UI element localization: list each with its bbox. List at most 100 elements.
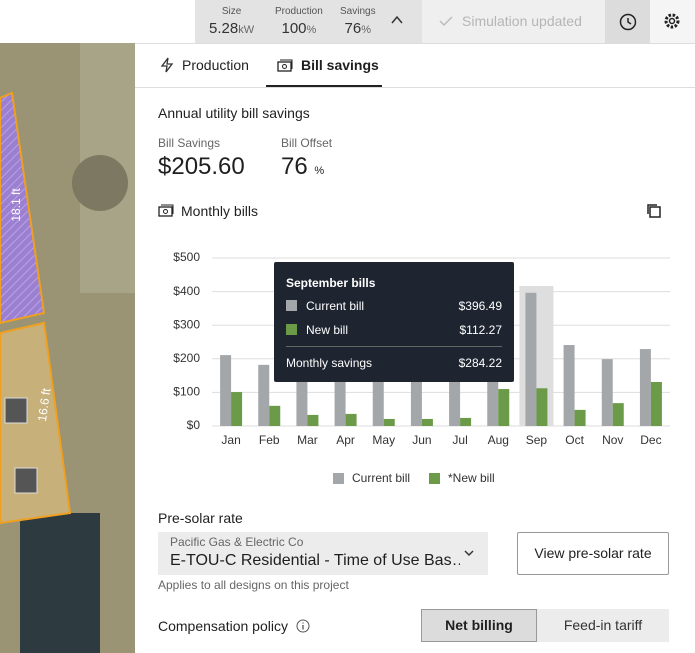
bar: [383, 418, 395, 426]
utility: Pacific Gas & Electric Co: [170, 535, 304, 549]
x-tick-label: Aug: [488, 433, 509, 447]
metric-label: Bill Savings: [158, 136, 221, 150]
map: 18.1 ft 16.6 ft: [0, 43, 135, 653]
bar: [563, 345, 575, 426]
compensation-label: Compensation policy: [158, 618, 288, 634]
clock-icon: [619, 13, 637, 31]
bar: [269, 405, 281, 426]
map-dimension: 16.6 ft: [35, 387, 54, 423]
bar: [536, 388, 548, 426]
info-icon[interactable]: [296, 619, 310, 633]
y-tick-label: $100: [173, 385, 200, 399]
x-tick-label: Jan: [221, 433, 240, 447]
metric-value: 76: [281, 153, 308, 180]
settings-button[interactable]: [650, 0, 695, 43]
option-active[interactable]: Net billing: [421, 609, 537, 642]
rate-note: Applies to all designs on this project: [158, 578, 349, 592]
bar: [231, 392, 243, 426]
plan: E-TOU-C Residential - Time of Use Bas…: [170, 552, 460, 569]
bar: [334, 345, 346, 426]
bar: [525, 292, 537, 426]
bar: [345, 413, 357, 426]
bar: [601, 359, 613, 426]
chart-title: Monthly bills: [181, 203, 259, 219]
stat: Size 5.28kW: [209, 6, 254, 37]
bar: [460, 417, 472, 426]
stat-value: 5.28: [209, 20, 239, 37]
tooltip-value: $112.27: [459, 323, 503, 337]
legend-swatch: [333, 473, 344, 484]
stat-label: Production: [275, 6, 323, 17]
tooltip-value: $396.49: [458, 299, 502, 313]
stat-unit: %: [361, 24, 372, 36]
legend-swatch: [429, 473, 440, 484]
chevron-up: [391, 15, 403, 24]
bar: [498, 389, 510, 426]
bar: [372, 342, 384, 426]
section-title: Annual utility bill savings: [158, 105, 310, 121]
status-button[interactable]: Simulation updated: [422, 0, 605, 43]
stat-label: Size: [221, 6, 242, 17]
x-tick-label: Nov: [602, 433, 623, 447]
bar: [421, 418, 433, 426]
stat-unit: %: [306, 24, 317, 36]
bar: [296, 348, 308, 426]
stat-value: 76: [344, 20, 362, 37]
y-tick-label: $200: [173, 351, 200, 365]
x-tick-label: Jul: [452, 433, 467, 447]
check-icon: [439, 16, 453, 27]
bolt-icon: [160, 57, 174, 73]
stat: Savings 76%: [340, 6, 376, 37]
tooltip: September bills Current bill $396.49 New…: [274, 262, 514, 382]
map-dimension: 18.1 ft: [9, 188, 23, 222]
tab-active[interactable]: Bill savings: [301, 57, 379, 73]
x-tick-label: Apr: [336, 433, 355, 447]
bar: [650, 381, 662, 426]
stat-value: 100: [281, 20, 307, 37]
x-tick-label: May: [372, 433, 395, 447]
metric-unit: %: [314, 165, 325, 177]
history-button[interactable]: [605, 0, 650, 43]
metric: 76 %: [281, 153, 324, 181]
tooltip-total-name: Monthly savings: [286, 356, 373, 370]
x-tick-label: Dec: [640, 433, 661, 447]
view-rate-button[interactable]: View pre-solar rate: [517, 532, 669, 575]
copy-button[interactable]: [646, 203, 662, 219]
tooltip-total-value: $284.22: [458, 356, 502, 370]
y-tick-label: $500: [173, 250, 200, 264]
x-tick-label: Feb: [259, 433, 280, 447]
bar: [258, 364, 270, 426]
chart: $0 $100 $200 $300 $400 $500 Jan Feb Mar Apr May Jun…: [173, 250, 670, 485]
tooltip-name: Current bill: [306, 299, 365, 313]
stat-label: Savings: [340, 6, 376, 17]
tooltip-name: New bill: [306, 323, 349, 337]
metric-label: Bill Offset: [281, 136, 333, 150]
bill-icon: [277, 59, 293, 72]
bar: [639, 349, 651, 426]
tooltip-title: September bills: [286, 276, 376, 290]
bar: [307, 414, 319, 426]
y-tick-label: $400: [173, 284, 200, 298]
legend-label: Current bill: [352, 471, 410, 485]
bar: [612, 403, 624, 426]
stat: Production 100%: [275, 6, 323, 37]
rate-label: Pre-solar rate: [158, 510, 243, 526]
legend-label: *New bill: [448, 471, 495, 485]
y-tick-label: $300: [173, 317, 200, 331]
status-text: Simulation updated: [462, 13, 582, 29]
rate-select[interactable]: Pacific Gas & Electric Co E-TOU-C Reside…: [158, 532, 488, 575]
chevron-down: [464, 550, 474, 557]
stats-box[interactable]: Size 5.28kW Production 100% Savings 76%: [195, 0, 422, 43]
stat-unit: kW: [238, 24, 255, 36]
y-tick-label: $0: [187, 418, 201, 432]
metric-value: $205.60: [158, 153, 245, 180]
bar: [220, 355, 232, 426]
x-tick-label: Jun: [412, 433, 431, 447]
x-tick-label: Mar: [297, 433, 318, 447]
option[interactable]: Feed-in tariff: [537, 609, 669, 642]
bill-icon: [158, 204, 174, 217]
x-tick-label: Oct: [565, 433, 584, 447]
tab[interactable]: Production: [182, 57, 249, 73]
gear-icon: [664, 13, 680, 29]
